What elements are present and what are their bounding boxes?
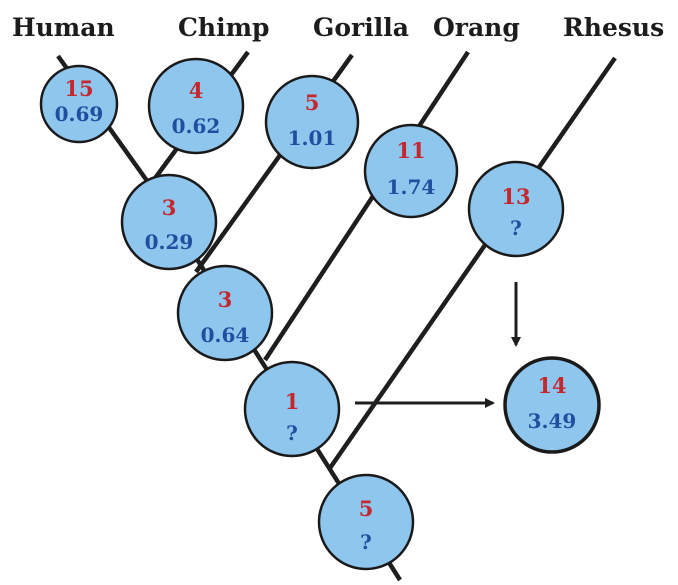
branch-rhesus <box>328 56 617 470</box>
node-rhesus: 13 ? <box>467 160 565 258</box>
node-value-bottom: ? <box>510 216 522 240</box>
node-circle <box>120 173 218 271</box>
node-value-bottom: ? <box>286 421 298 445</box>
node-value-top: 4 <box>189 78 204 103</box>
node-circle <box>39 64 119 144</box>
node-value-top: 3 <box>218 287 233 312</box>
taxon-label-human: Human <box>12 13 115 42</box>
node-root-ancestor: 5 ? <box>317 473 415 571</box>
node-circle <box>147 57 245 155</box>
node-human: 15 0.69 <box>39 64 119 144</box>
node-value-top: 5 <box>305 90 320 115</box>
node-value-top: 14 <box>537 373 566 398</box>
node-circle <box>264 74 360 170</box>
node-value-top: 1 <box>285 389 300 414</box>
node-value-top: 13 <box>501 184 530 209</box>
node-value-bottom: ? <box>360 530 372 554</box>
taxon-label-gorilla: Gorilla <box>313 13 409 42</box>
taxon-label-rhesus: Rhesus <box>563 13 664 42</box>
branch-orang <box>263 50 470 362</box>
node-gorilla: 5 1.01 <box>264 74 360 170</box>
node-value-bottom: 0.62 <box>172 114 221 138</box>
node-value-top: 11 <box>396 138 425 163</box>
node-value-top: 5 <box>359 496 374 521</box>
taxon-label-orang: Orang <box>433 13 520 42</box>
node-human-chimp-gorilla-ancestor: 3 0.64 <box>176 264 274 362</box>
node-great-ape-ancestor: 1 ? <box>243 360 341 458</box>
node-circle <box>176 264 274 362</box>
node-orang: 11 1.74 <box>363 123 459 219</box>
node-circle <box>363 123 459 219</box>
node-total: 14 3.49 <box>503 356 601 454</box>
node-circle <box>467 160 565 258</box>
node-chimp: 4 0.62 <box>147 57 245 155</box>
node-value-bottom: 0.64 <box>201 323 250 347</box>
node-value-bottom: 3.49 <box>528 409 577 433</box>
taxon-label-chimp: Chimp <box>178 13 270 42</box>
node-value-bottom: 0.29 <box>145 230 194 254</box>
node-value-top: 3 <box>162 195 177 220</box>
node-value-top: 15 <box>64 76 93 101</box>
node-circle <box>317 473 415 571</box>
node-circle <box>243 360 341 458</box>
node-value-bottom: 1.74 <box>387 175 436 199</box>
node-circle <box>503 356 601 454</box>
node-human-chimp-ancestor: 3 0.29 <box>120 173 218 271</box>
summary-arrows <box>355 282 521 408</box>
node-value-bottom: 1.01 <box>288 126 337 150</box>
node-value-bottom: 0.69 <box>55 102 104 126</box>
